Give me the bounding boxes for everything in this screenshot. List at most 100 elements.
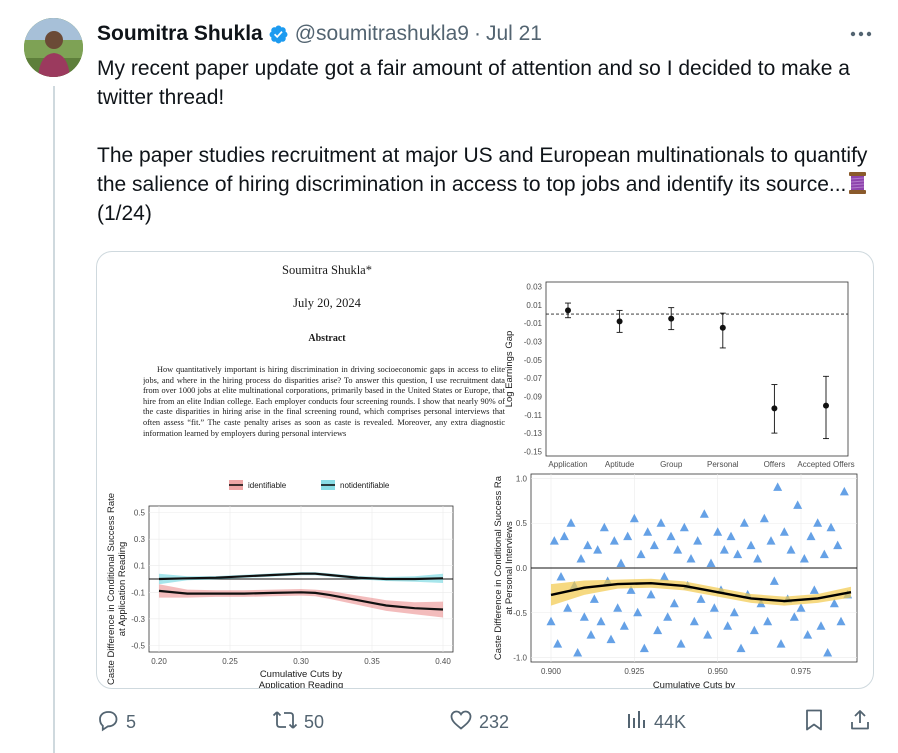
- tweet-text: My recent paper update got a fair amount…: [97, 54, 877, 228]
- avatar[interactable]: [24, 18, 83, 77]
- bookmark-icon[interactable]: [804, 708, 824, 737]
- scatter-point: [669, 598, 679, 608]
- scatter-point: [753, 554, 763, 563]
- scatter-point: [686, 554, 696, 563]
- x-category-label: Offers: [764, 460, 786, 469]
- scatter-point: [596, 616, 606, 626]
- y-axis-label-line-1: Caste Difference in Conditional Success …: [493, 475, 504, 660]
- scatter-point: [763, 616, 773, 626]
- x-category-label: Aptitude: [605, 460, 635, 469]
- point-estimate: [616, 318, 623, 325]
- x-axis-label-line-2: Application Reading: [259, 680, 344, 689]
- point-estimate: [771, 405, 778, 412]
- tweet-media-image[interactable]: Soumitra Shukla* July 20, 2024 Abstract …: [96, 251, 874, 689]
- more-icon[interactable]: [846, 20, 876, 48]
- scatter-point: [679, 522, 689, 532]
- y-axis-label-line-2: at Application Reading: [117, 542, 128, 637]
- tweet-paragraph-1: My recent paper update got a fair amount…: [97, 57, 856, 109]
- views-count: 44K: [654, 711, 687, 732]
- x-tick-label: 0.950: [708, 667, 729, 676]
- tweet-paragraph-2-text: The paper studies recruitment at major U…: [97, 144, 874, 196]
- scatter-point: [619, 621, 629, 630]
- scatter-point: [766, 536, 776, 545]
- point-estimate: [565, 307, 571, 314]
- reply-icon[interactable]: [96, 708, 120, 737]
- y-tick-label: 0.5: [516, 519, 528, 528]
- chart-log-earnings-gap: 0.03 0.01 -0.01 -0.03 -0.05 -0.07 -0.09 -0.11 -0…: [504, 281, 855, 469]
- y-tick-label: -0.11: [524, 411, 542, 420]
- legend-label-identifiable: identifiable: [248, 481, 287, 490]
- scatter-point: [773, 482, 783, 491]
- paper-excerpt: Soumitra Shukla* July 20, 2024 Abstract …: [137, 252, 517, 468]
- scatter-point: [823, 648, 833, 657]
- scatter-point: [693, 536, 703, 545]
- scatter-point: [643, 527, 653, 536]
- y-tick-label: -0.05: [524, 356, 543, 365]
- y-axis-label-line-2: at Personal Interviews: [504, 521, 515, 615]
- scatter-point: [553, 639, 563, 648]
- x-axis-label: Cumulative Cuts by: [653, 680, 736, 689]
- y-tick-label: -0.03: [524, 338, 543, 347]
- scatter-point: [696, 594, 706, 603]
- scatter-point: [653, 625, 663, 635]
- x-category-label: Personal: [707, 460, 739, 469]
- scatter-point: [769, 576, 779, 585]
- scatter-point: [833, 540, 843, 550]
- y-tick-label: -0.5: [131, 641, 145, 650]
- scatter-point: [733, 549, 743, 559]
- x-tick-label: 0.35: [364, 657, 380, 666]
- scatter-point: [726, 531, 736, 541]
- legend-label-notidentifiable: notidentifiable: [340, 481, 390, 490]
- thread-count: (1/24): [97, 173, 875, 225]
- y-tick-label: -0.15: [524, 447, 543, 456]
- bookmark-action[interactable]: [804, 707, 824, 737]
- scatter-point: [659, 571, 669, 581]
- scatter-point: [626, 585, 636, 594]
- y-tick-label: 1.0: [516, 474, 528, 483]
- views-icon[interactable]: [626, 708, 648, 737]
- views-action[interactable]: 44K: [626, 707, 686, 737]
- like-action[interactable]: 232: [449, 707, 509, 737]
- scatter-point: [556, 571, 566, 581]
- paper-date: July 20, 2024: [293, 296, 361, 310]
- smooth-fit-line: [550, 581, 852, 603]
- display-name[interactable]: Soumitra Shukla: [97, 22, 263, 45]
- like-icon[interactable]: [449, 708, 473, 737]
- y-tick-label: -0.13: [524, 429, 543, 438]
- scatter-point: [789, 612, 799, 621]
- share-icon[interactable]: [848, 708, 872, 737]
- scatter-point: [816, 621, 826, 630]
- scatter-point: [576, 554, 586, 563]
- x-category-label: Group: [660, 460, 683, 469]
- y-tick-label: 0.5: [134, 509, 146, 518]
- scatter-point: [829, 598, 839, 608]
- chart-application-reading: 0.5 0.3 0.1 -0.1 -0.3 -0.5 0.20 0.25 0.30 0.35 0.4…: [106, 480, 454, 689]
- user-handle[interactable]: @soumitrashukla9: [294, 22, 469, 45]
- share-action[interactable]: [848, 707, 872, 737]
- scatter-point: [649, 540, 659, 550]
- tweet-paragraph-2: The paper studies recruitment at major U…: [97, 141, 877, 228]
- scatter-point: [599, 522, 609, 532]
- scatter-point: [613, 603, 623, 612]
- scatter-point: [616, 558, 626, 568]
- scatter-point: [839, 486, 849, 496]
- scatter-point: [729, 607, 739, 617]
- x-tick-label: 0.30: [293, 657, 309, 666]
- scatter-point: [723, 621, 733, 630]
- scatter-point: [583, 540, 593, 550]
- point-estimate: [668, 315, 675, 322]
- y-tick-label: -0.3: [131, 615, 145, 624]
- smooth-confidence-band: [551, 578, 851, 606]
- tweet-header: Soumitra Shukla @soumitrashukla9 · Jul 2…: [97, 20, 542, 48]
- scatter-point: [593, 545, 603, 554]
- retweet-icon[interactable]: [272, 708, 298, 737]
- reply-action[interactable]: 5: [96, 707, 136, 737]
- verified-badge-icon: [268, 24, 289, 45]
- retweet-action[interactable]: 50: [272, 707, 324, 737]
- y-tick-label: 0.1: [134, 562, 146, 571]
- scatter-point: [573, 648, 583, 657]
- scatter-point: [579, 612, 589, 621]
- tweet-date[interactable]: Jul 21: [485, 22, 542, 45]
- scatter-point: [623, 531, 633, 541]
- y-tick-label: -0.07: [524, 374, 543, 383]
